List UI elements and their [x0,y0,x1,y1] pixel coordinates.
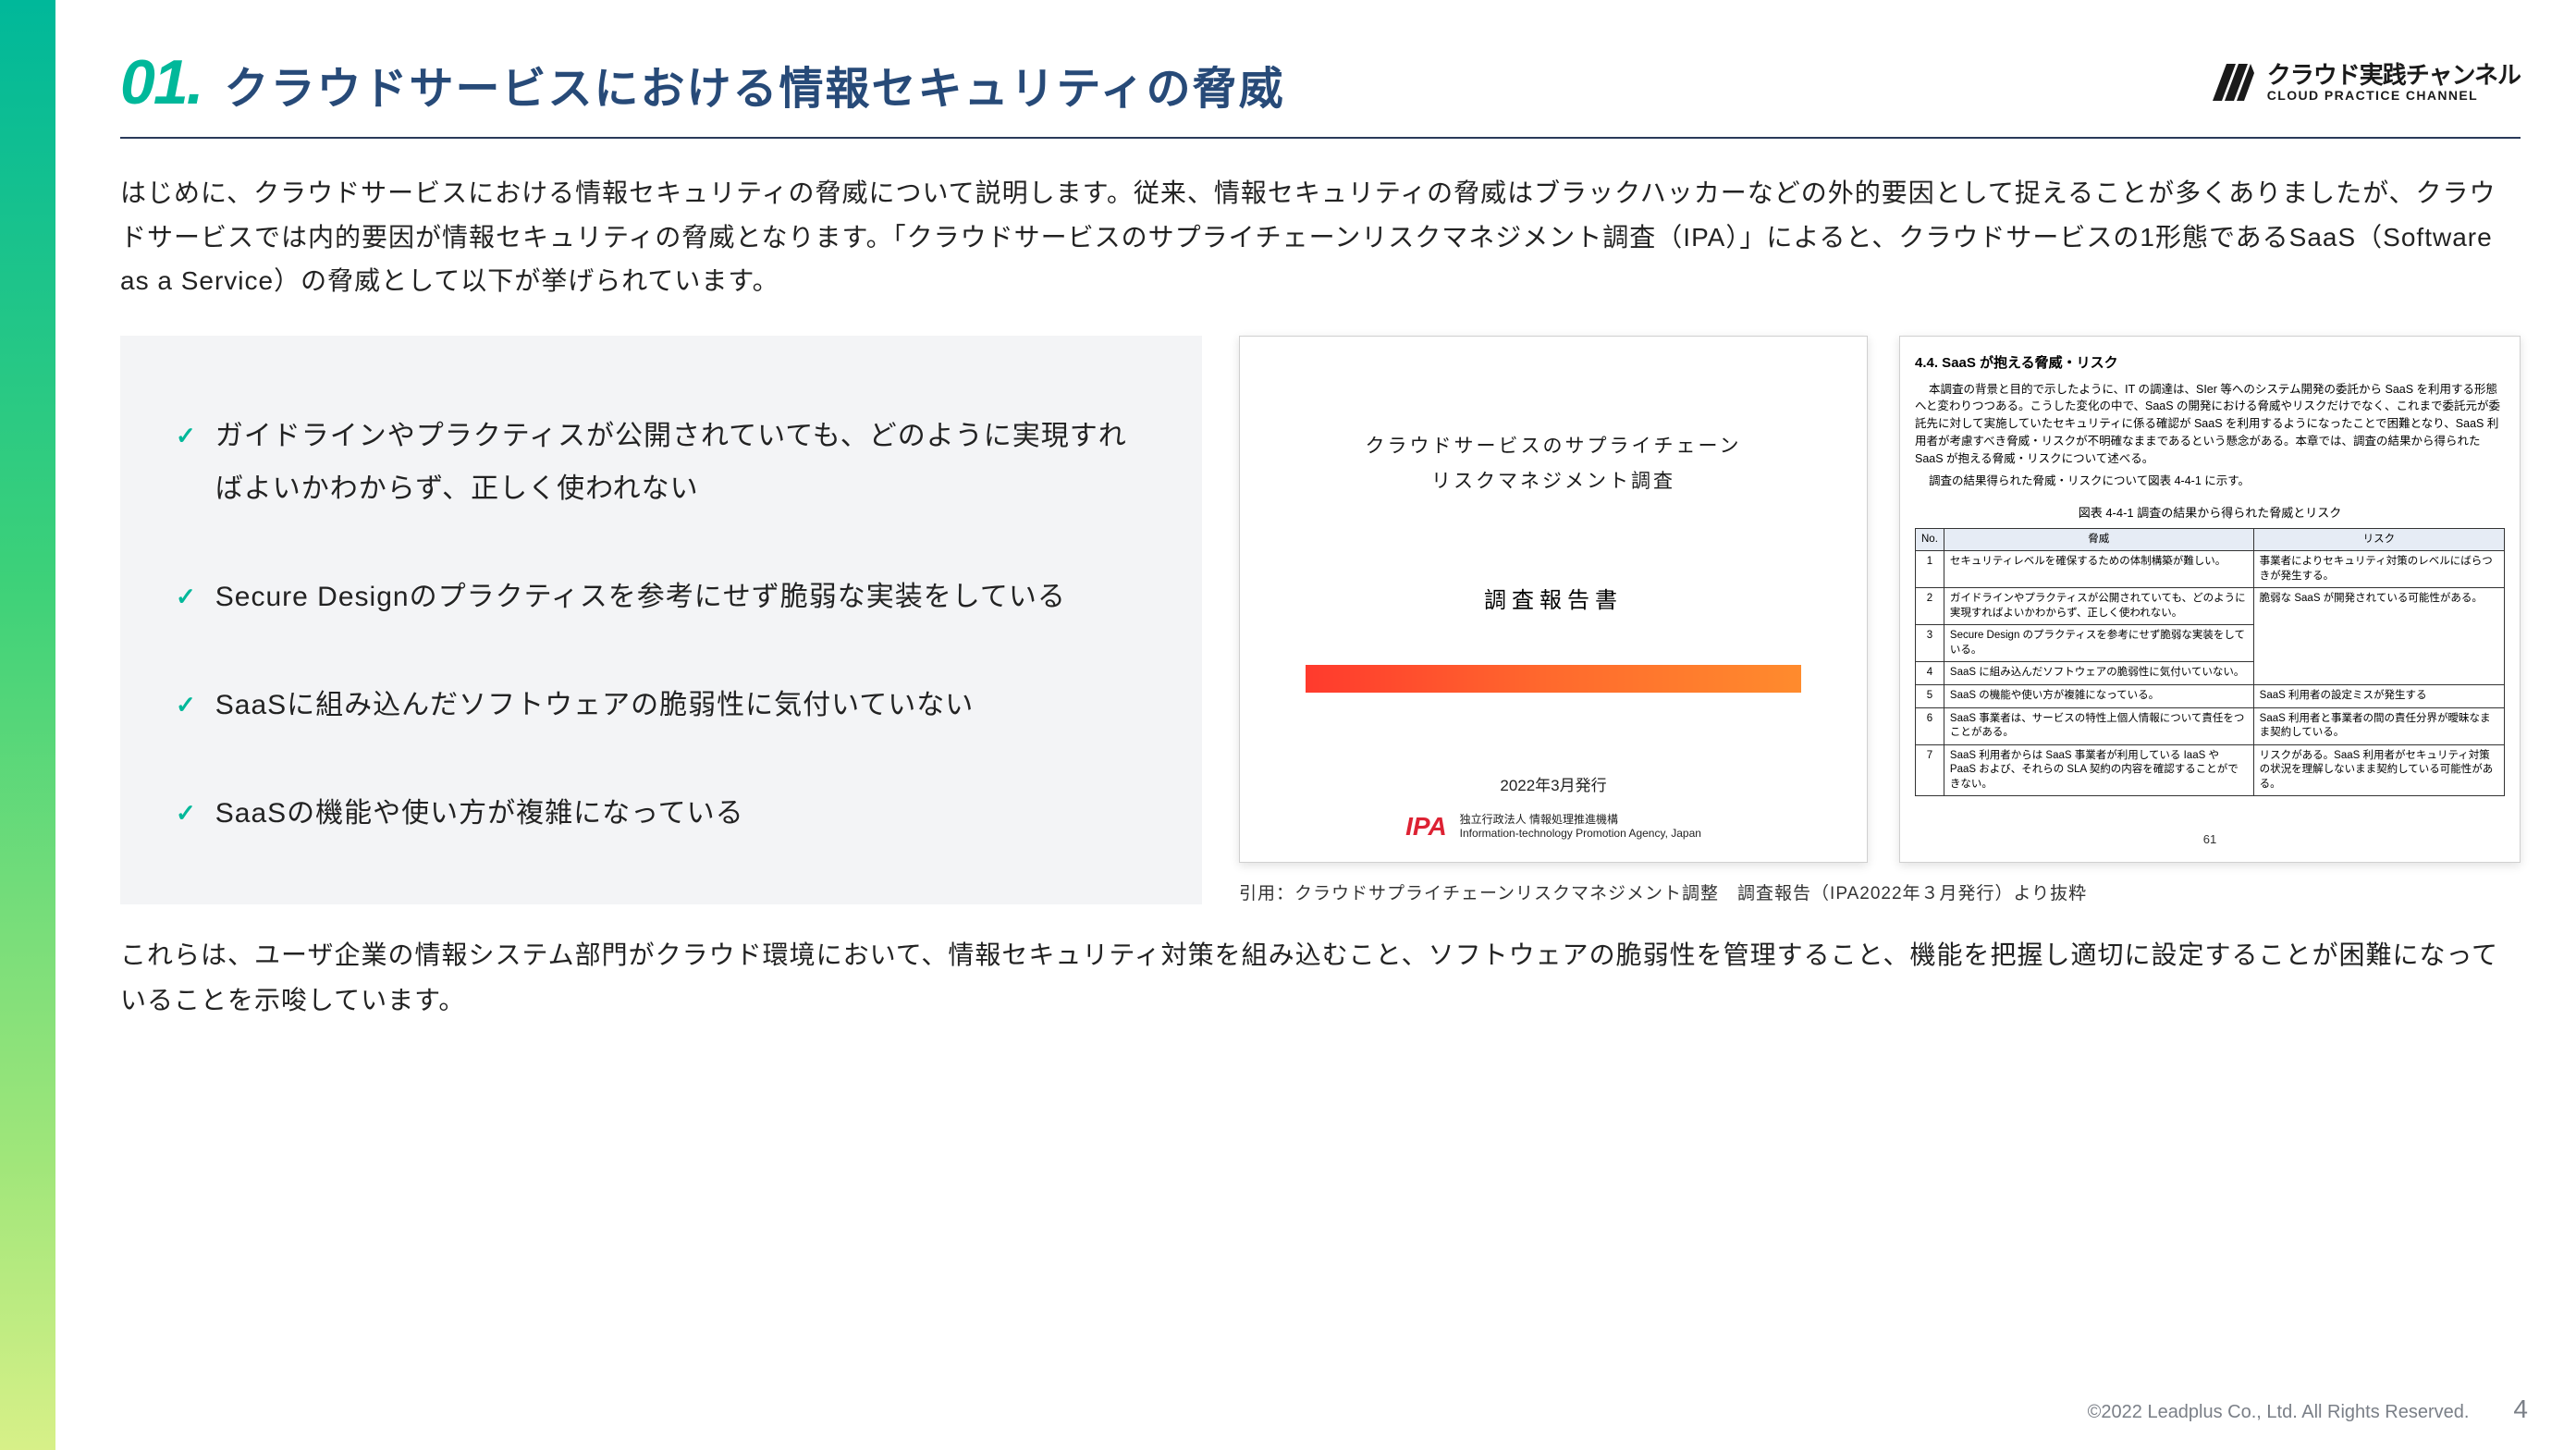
table-row: 1セキュリティレベルを確保するための体制構築が難しい。事業者によりセキュリティ対… [1916,551,2505,588]
table-row: 5SaaS の機能や使い方が複雑になっている。SaaS 利用者の設定ミスが発生す… [1916,685,2505,708]
bullet-item: ✓ SaaSの機能や使い方が複雑になっている [176,787,1147,840]
section-number: 01. [120,46,202,118]
table-row: 6SaaS 事業者は、サービスの特性上個人情報について責任をつことがある。Saa… [1916,707,2505,744]
doc1-title-l1: クラウドサービスのサプライチェーン [1366,436,1742,457]
cell-no: 4 [1916,662,1944,685]
cell-threat: SaaS に組み込んだソフトウェアの脆弱性に気付いていない。 [1944,662,2253,685]
cell-no: 3 [1916,625,1944,662]
cell-threat: セキュリティレベルを確保するための体制構築が難しい。 [1944,551,2253,588]
doc2-para2: 調査の結果得られた脅威・リスクについて図表 4-4-1 に示す。 [1915,473,2505,490]
cell-threat: ガイドラインやプラクティスが公開されていても、どのように実現すればよいかわからず… [1944,588,2253,625]
doc2-table: No. 脅威 リスク 1セキュリティレベルを確保するための体制構築が難しい。事業… [1915,528,2505,796]
page-number: 4 [2513,1395,2528,1424]
th-threat: 脅威 [1944,528,2253,551]
cell-risk: 事業者によりセキュリティ対策のレベルにばらつきが発生する。 [2253,551,2504,588]
cell-risk: リスクがある。SaaS 利用者がセキュリティ対策の状況を理解しないまま契約してい… [2253,744,2504,796]
bullet-item: ✓Secure Designのプラクティスを参考にせず脆弱な実装をしている [176,571,1147,623]
slide-body: 01. クラウドサービスにおける情報セキュリティの脅威 クラウド実践チャンネル … [120,46,2521,1413]
left-accent-bar [0,0,55,1450]
conclusion-paragraph: これらは、ユーザ企業の情報システム部門がクラウド環境において、情報セキュリティ対… [120,932,2521,1023]
ipa-org-en: Information-technology Promotion Agency,… [1460,827,1701,841]
doc1-subtitle: 調査報告書 [1484,582,1623,614]
brand-name-jp: クラウド実践チャンネル [2267,62,2521,89]
section-title: クラウドサービスにおける情報セキュリティの脅威 [225,52,1285,117]
doc2-page-num: 61 [1915,831,2505,849]
check-icon: ✓ [176,791,197,843]
bullet-text: SaaSに組み込んだソフトウェアの脆弱性に気付いていない [215,679,975,731]
footer: ©2022 Leadplus Co., Ltd. All Rights Rese… [2088,1395,2528,1424]
doc1-date: 2022年3月発行 [1500,772,1606,795]
ipa-org-jp: 独立行政法人 情報処理推進機構 [1460,813,1701,827]
cell-risk: SaaS 利用者の設定ミスが発生する [2253,685,2504,708]
cell-no: 2 [1916,588,1944,625]
bullet-text: ガイドラインやプラクティスが公開されていても、どのように実現すればよいかわからず… [215,410,1147,515]
doc1-title-l2: リスクマネジメント調査 [1431,471,1675,492]
check-icon: ✓ [176,574,197,627]
cell-no: 1 [1916,551,1944,588]
cell-no: 5 [1916,685,1944,708]
doc2-para1: 本調査の背景と目的で示したように、IT の調達は、SIer 等へのシステム開発の… [1915,381,2505,468]
doc2-table-caption: 図表 4-4-1 調査の結果から得られた脅威とリスク [1915,505,2505,522]
bullet-item: ✓SaaSに組み込んだソフトウェアの脆弱性に気付いていない [176,679,1147,731]
brand-block: クラウド実践チャンネル CLOUD PRACTICE CHANNEL [2208,59,2521,105]
doc-thumb-cover: クラウドサービスのサプライチェーン リスクマネジメント調査 調査報告書 2022… [1239,336,1868,863]
check-icon: ✓ [176,682,197,735]
brand-logo-icon [2208,59,2254,105]
doc2-heading: 4.4. SaaS が抱える脅威・リスク [1915,353,2505,374]
mid-row: ✓ガイドラインやプラクティスが公開されていても、どのように実現すればよいかわから… [120,336,2521,904]
cell-no: 6 [1916,707,1944,744]
cell-risk: SaaS 利用者と事業者の間の責任分界が曖昧なまま契約している。 [2253,707,2504,744]
th-risk: リスク [2253,528,2504,551]
copyright: ©2022 Leadplus Co., Ltd. All Rights Rese… [2088,1402,2470,1423]
table-row: 2ガイドラインやプラクティスが公開されていても、どのように実現すればよいかわから… [1916,588,2505,625]
cell-no: 7 [1916,744,1944,796]
header: 01. クラウドサービスにおける情報セキュリティの脅威 クラウド実践チャンネル … [120,46,2521,139]
cell-threat: SaaS 事業者は、サービスの特性上個人情報について責任をつことがある。 [1944,707,2253,744]
cell-threat: SaaS 利用者からは SaaS 事業者が利用している IaaS や PaaS … [1944,744,2253,796]
bullets-box: ✓ガイドラインやプラクティスが公開されていても、どのように実現すればよいかわから… [120,336,1202,904]
intro-paragraph: はじめに、クラウドサービスにおける情報セキュリティの脅威について説明します。従来… [120,171,2521,303]
th-no: No. [1916,528,1944,551]
bullet-text: Secure Designのプラクティスを参考にせず脆弱な実装をしている [215,571,1066,623]
ipa-logo-text: IPA [1405,812,1447,842]
doc1-orange-bar [1306,665,1801,693]
figure-citation: 引用：クラウドサプライチェーンリスクマネジメント調整 調査報告（IPA2022年… [1239,879,2521,904]
bullet-text: SaaSの機能や使い方が複雑になっている [215,787,744,840]
cell-threat: Secure Design のプラクティスを参考にせず脆弱な実装をしている。 [1944,625,2253,662]
cell-threat: SaaS の機能や使い方が複雑になっている。 [1944,685,2253,708]
doc-thumb-table-page: 4.4. SaaS が抱える脅威・リスク 本調査の背景と目的で示したように、IT… [1899,336,2521,863]
brand-name-en: CLOUD PRACTICE CHANNEL [2267,89,2521,103]
check-icon: ✓ [176,413,197,519]
cell-risk: 脆弱な SaaS が開発されている可能性がある。 [2253,588,2504,685]
table-row: 7SaaS 利用者からは SaaS 事業者が利用している IaaS や PaaS… [1916,744,2505,796]
bullet-item: ✓ガイドラインやプラクティスが公開されていても、どのように実現すればよいかわから… [176,410,1147,515]
figures-column: クラウドサービスのサプライチェーン リスクマネジメント調査 調査報告書 2022… [1239,336,2521,904]
